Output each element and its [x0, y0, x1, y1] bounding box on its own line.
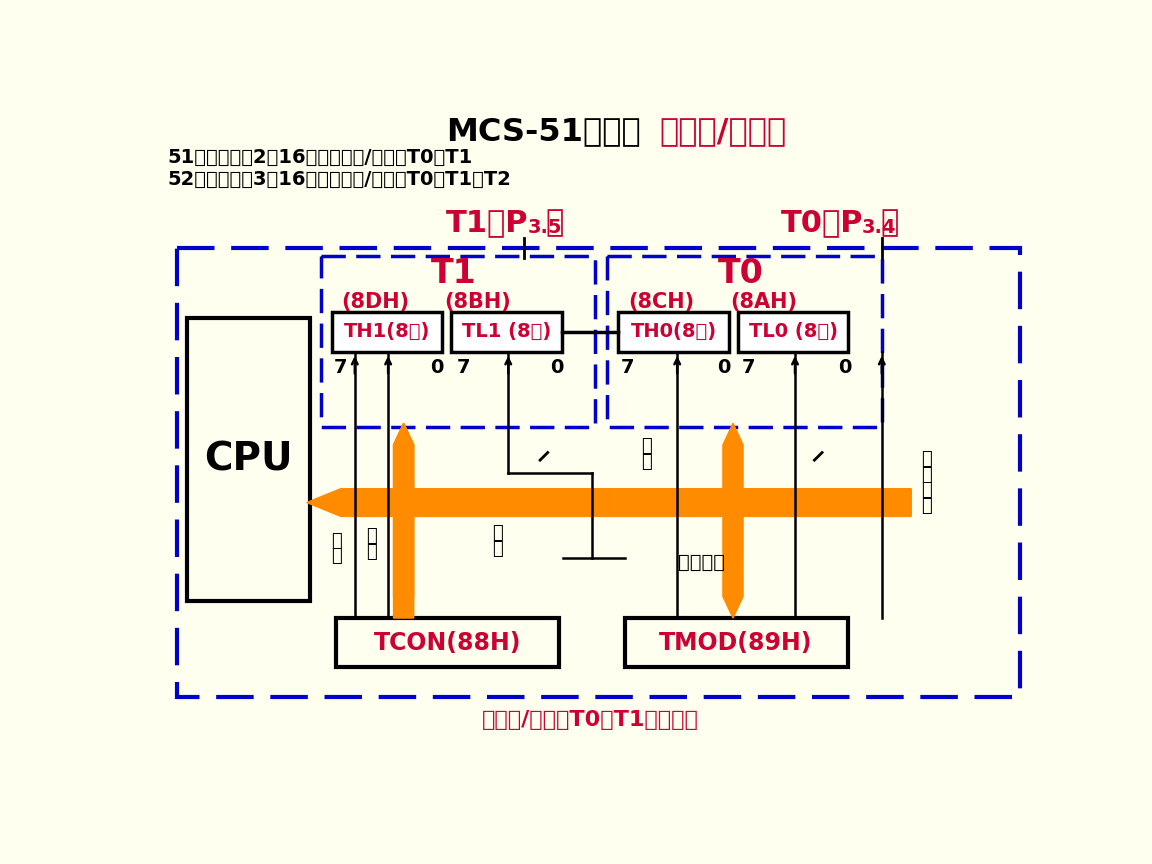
Text: 7: 7: [621, 358, 635, 377]
Text: TL0 (8位): TL0 (8位): [749, 322, 838, 341]
Bar: [176, 249, 1020, 696]
Text: 3.5: 3.5: [528, 218, 562, 237]
Text: CPU: CPU: [204, 441, 293, 479]
Text: 出: 出: [331, 548, 342, 565]
FancyArrow shape: [723, 423, 743, 517]
Text: (8DH): (8DH): [341, 292, 409, 313]
Text: 定时器/计数器: 定时器/计数器: [659, 116, 787, 147]
Text: 式: 式: [922, 497, 932, 515]
Text: T1（P: T1（P: [446, 208, 529, 238]
FancyArrow shape: [394, 489, 414, 618]
Text: ）: ）: [545, 208, 563, 238]
Bar: [320, 256, 596, 427]
FancyArrow shape: [394, 423, 414, 517]
Text: 定时器/计数器T0、T1逻辑结构: 定时器/计数器T0、T1逻辑结构: [482, 709, 699, 730]
Text: TH0(8位): TH0(8位): [631, 322, 718, 341]
Bar: [450, 312, 562, 352]
Bar: [607, 256, 881, 427]
Text: 动: 动: [641, 453, 652, 471]
Text: TH1(8位): TH1(8位): [344, 322, 431, 341]
Text: 0: 0: [551, 358, 563, 377]
Text: TCON(88H): TCON(88H): [374, 631, 522, 655]
FancyArrow shape: [394, 423, 414, 618]
Text: 方: 方: [922, 481, 932, 499]
Text: T0（P: T0（P: [781, 208, 864, 238]
Text: 启: 启: [365, 527, 377, 545]
Text: 动: 动: [365, 543, 377, 561]
Text: 启: 启: [641, 437, 652, 455]
FancyArrow shape: [723, 489, 743, 618]
Text: 0: 0: [430, 358, 444, 377]
Text: TL1 (8位): TL1 (8位): [462, 322, 552, 341]
Text: (8BH): (8BH): [444, 292, 510, 313]
Text: 工作方式: 工作方式: [679, 553, 726, 572]
Text: (8CH): (8CH): [629, 292, 695, 313]
Text: ）: ）: [880, 208, 899, 238]
Bar: [737, 312, 849, 352]
Text: 7: 7: [334, 358, 348, 377]
Text: 7: 7: [456, 358, 470, 377]
FancyArrow shape: [306, 489, 911, 517]
Bar: [188, 318, 310, 601]
Text: T0: T0: [718, 257, 764, 289]
Text: 出: 出: [492, 540, 502, 558]
Text: T1: T1: [431, 257, 477, 289]
Text: 0: 0: [717, 358, 730, 377]
Text: 51系列内部有2个16位的定时器/计数器T0、T1: 51系列内部有2个16位的定时器/计数器T0、T1: [167, 148, 472, 167]
Text: 3.4: 3.4: [862, 218, 896, 237]
Text: 溢: 溢: [492, 524, 502, 543]
Text: TMOD(89H): TMOD(89H): [659, 631, 813, 655]
Text: 7: 7: [742, 358, 756, 377]
Text: 0: 0: [838, 358, 851, 377]
Text: 作: 作: [922, 466, 932, 484]
Text: (8AH): (8AH): [730, 292, 797, 313]
Bar: [332, 312, 442, 352]
Bar: [619, 312, 729, 352]
Bar: [624, 618, 848, 667]
Text: 溢: 溢: [331, 532, 342, 550]
Text: MCS-51单片机: MCS-51单片机: [446, 116, 641, 147]
Text: 52系列内部有3个16位的定时器/计数器T0、T1、T2: 52系列内部有3个16位的定时器/计数器T0、T1、T2: [167, 169, 511, 188]
Bar: [336, 618, 560, 667]
Text: 工: 工: [922, 450, 932, 468]
